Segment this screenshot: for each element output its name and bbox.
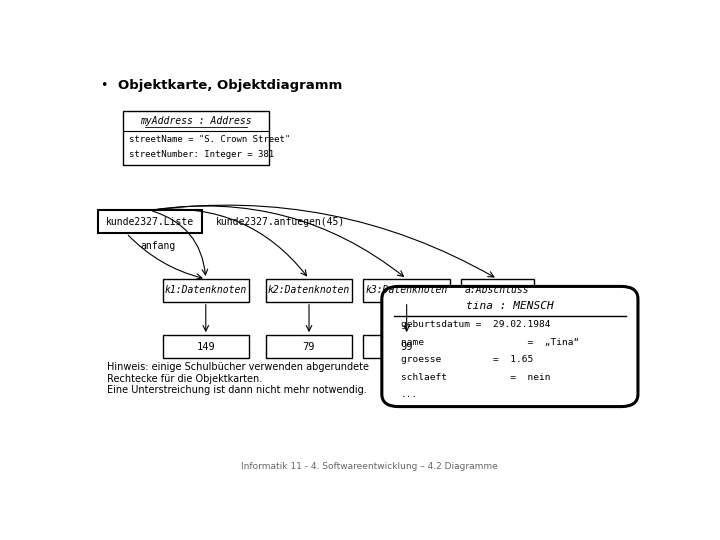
Bar [163, 335, 249, 358]
Text: myAddress : Address: myAddress : Address [140, 116, 252, 126]
Bar [163, 279, 249, 302]
Text: groesse         =  1.65: groesse = 1.65 [401, 355, 533, 364]
Text: k3:Datenknoten: k3:Datenknoten [366, 285, 448, 295]
Bar [266, 335, 352, 358]
Text: 149: 149 [197, 341, 215, 352]
Text: k2:Datenknoten: k2:Datenknoten [268, 285, 350, 295]
Text: tina : MENSCH: tina : MENSCH [466, 301, 554, 310]
Bar [124, 111, 269, 165]
Text: k1:Datenknoten: k1:Datenknoten [165, 285, 247, 295]
Text: a:Abschluss: a:Abschluss [465, 285, 530, 295]
FancyBboxPatch shape [382, 286, 638, 407]
Text: anfang: anfang [140, 241, 176, 251]
Bar [266, 279, 352, 302]
Text: kunde2327.Liste: kunde2327.Liste [106, 217, 194, 227]
Bar [461, 279, 534, 302]
Text: kunde2327.anfuegen(45): kunde2327.anfuegen(45) [215, 217, 345, 227]
Bar [364, 279, 450, 302]
Text: 79: 79 [303, 341, 315, 352]
Text: Informatik 11 - 4. Softwareentwicklung – 4.2 Diagramme: Informatik 11 - 4. Softwareentwicklung –… [240, 462, 498, 471]
Text: Objektkarte, Objektdiagramm: Objektkarte, Objektdiagramm [118, 79, 342, 92]
Bar [99, 210, 202, 233]
Text: name                  =  „Tina“: name = „Tina“ [401, 338, 579, 347]
Text: 99: 99 [400, 341, 413, 352]
Text: geburtsdatum =  29.02.1984: geburtsdatum = 29.02.1984 [401, 320, 550, 329]
Text: streetName = "S. Crown Street": streetName = "S. Crown Street" [129, 136, 290, 144]
Text: ...: ... [401, 390, 418, 399]
Text: •: • [100, 79, 107, 92]
Text: Hinweis: einige Schulbücher verwenden abgerundete
Rechtecke für die Objektkarten: Hinweis: einige Schulbücher verwenden ab… [107, 362, 369, 395]
Bar [364, 335, 450, 358]
Text: streetNumber: Integer = 381: streetNumber: Integer = 381 [129, 150, 274, 159]
Text: schlaeft           =  nein: schlaeft = nein [401, 373, 550, 382]
